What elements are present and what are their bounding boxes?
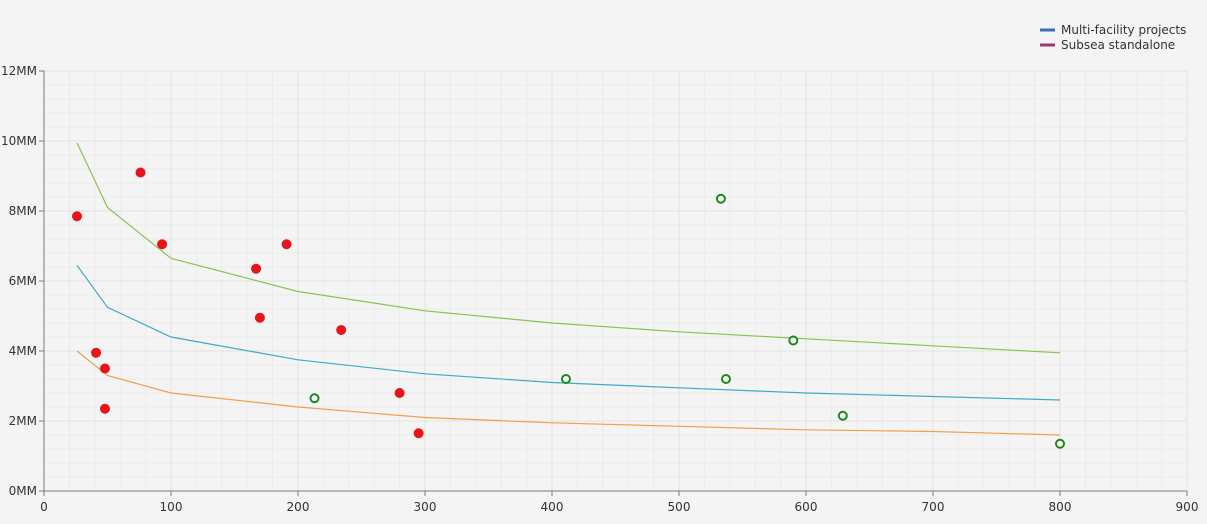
filled-data-point[interactable] <box>281 239 292 250</box>
y-tick-label: 8MM <box>9 204 37 218</box>
y-tick-label: 2MM <box>9 414 37 428</box>
x-tick-label: 300 <box>414 500 437 514</box>
data-points <box>72 167 1065 449</box>
legend-label: Subsea standalone <box>1061 38 1175 52</box>
x-tick-label: 800 <box>1049 500 1072 514</box>
filled-data-point[interactable] <box>251 263 262 274</box>
x-tick-label: 100 <box>160 500 183 514</box>
open-data-point[interactable] <box>1055 438 1065 449</box>
tick-labels: 0 100 200 300 400 500 600 700 800 900 0MM 2MM 4MM 6MM… <box>1 64 1198 514</box>
y-tick-label: 0MM <box>9 484 37 498</box>
filled-data-point[interactable] <box>91 347 102 358</box>
trend-curves <box>76 142 1061 436</box>
x-tick-label: 0 <box>40 500 48 514</box>
filled-data-point[interactable] <box>336 325 347 335</box>
trend-curve-3 <box>76 350 1061 436</box>
filled-data-point[interactable] <box>99 363 110 374</box>
y-tick-label: 6MM <box>9 274 37 288</box>
legend-label: Multi-facility projects <box>1061 23 1186 37</box>
x-tick-label: 700 <box>922 500 945 514</box>
filled-data-point[interactable] <box>413 428 424 439</box>
filled-data-point[interactable] <box>157 239 168 250</box>
filled-data-point[interactable] <box>99 403 110 414</box>
x-tick-label: 200 <box>287 500 310 514</box>
open-data-point[interactable] <box>309 393 320 404</box>
x-tick-label: 500 <box>668 500 691 514</box>
major-gridlines <box>43 70 1188 492</box>
filled-data-point[interactable] <box>72 211 83 222</box>
filled-data-point[interactable] <box>135 167 146 178</box>
filled-data-point[interactable] <box>254 312 265 323</box>
open-data-point[interactable] <box>715 193 726 204</box>
x-tick-label: 900 <box>1176 500 1199 514</box>
open-data-point[interactable] <box>560 374 571 384</box>
filled-data-point[interactable] <box>394 388 405 398</box>
y-tick-label: 10MM <box>1 134 37 148</box>
open-data-point[interactable] <box>720 374 731 384</box>
y-tick-label: 4MM <box>9 344 37 358</box>
open-data-point[interactable] <box>788 335 799 346</box>
x-tick-label: 400 <box>541 500 564 514</box>
y-tick-label: 12MM <box>1 64 37 78</box>
trend-curve-1 <box>76 142 1061 354</box>
x-tick-label: 600 <box>795 500 818 514</box>
open-data-point[interactable] <box>837 410 848 421</box>
trend-curve-2 <box>76 264 1061 401</box>
